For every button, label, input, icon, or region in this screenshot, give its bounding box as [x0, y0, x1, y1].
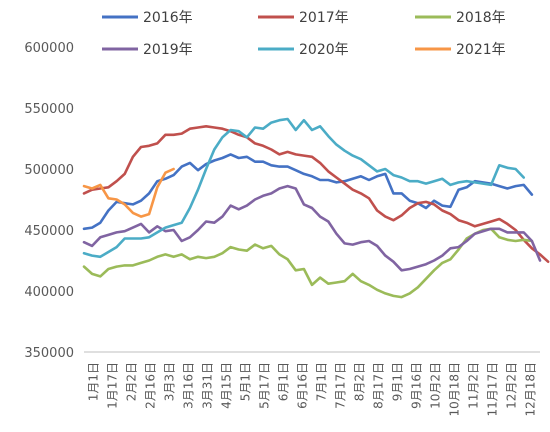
x-tick-label: 8月17日 [372, 362, 386, 409]
x-tick-label: 3月3日 [163, 362, 177, 401]
x-tick-label: 6月1日 [277, 362, 291, 401]
x-tick-label: 7月1日 [315, 362, 329, 401]
x-tick-label: 3月16日 [182, 362, 196, 409]
x-tick-label: 5月1日 [239, 362, 253, 401]
y-tick-label: 600000 [24, 41, 74, 56]
legend: 2016年 2017年 2018年 2019年 2020年 2021年 [102, 10, 506, 58]
x-tick-label: 8月2日 [353, 362, 367, 401]
series-line-2020年 [82, 117, 526, 259]
x-tick-label: 2月2日 [125, 362, 139, 401]
legend-label: 2019年 [143, 42, 193, 58]
y-tick-label: 350000 [24, 346, 74, 361]
y-tick-label: 400000 [24, 285, 74, 300]
legend-item: 2016年 [102, 10, 193, 26]
series-line-2018年 [82, 227, 534, 299]
x-tick-label: 11月2日 [467, 362, 481, 409]
x-tick-label: 7月17日 [334, 362, 348, 409]
legend-label: 2017年 [299, 10, 349, 26]
y-tick-label: 550000 [24, 102, 74, 117]
series-line-2019年 [82, 184, 542, 272]
x-tick-label: 1月17日 [106, 362, 120, 409]
y-tick-label: 450000 [24, 224, 74, 239]
legend-item: 2017年 [258, 10, 349, 26]
legend-item: 2018年 [415, 10, 506, 26]
series-line-2017年 [82, 125, 550, 264]
x-tick-label: 12月18日 [524, 362, 538, 417]
series-line-2016年 [82, 153, 534, 231]
x-tick-label: 6月16日 [296, 362, 310, 409]
x-tick-label: 11月17日 [486, 362, 500, 417]
legend-item: 2020年 [258, 42, 349, 58]
x-tick-label: 12月2日 [505, 362, 519, 409]
x-tick-label: 5月17日 [258, 362, 272, 409]
legend-label: 2020年 [299, 42, 349, 58]
x-tick-label: 3月31日 [201, 362, 215, 409]
x-tick-label: 9月16日 [410, 362, 424, 409]
x-tick-label: 10月18日 [448, 362, 462, 417]
legend-label: 2018年 [456, 10, 506, 26]
series-lines [82, 117, 550, 299]
x-tick-label: 4月15日 [220, 362, 234, 409]
x-tick-label: 1月1日 [87, 362, 101, 401]
y-tick-label: 500000 [24, 163, 74, 178]
series-line-2021年 [82, 167, 175, 218]
legend-label: 2016年 [143, 10, 193, 26]
axes: 350000 400000 450000 500000 550000 600000 1月1日… [24, 41, 540, 417]
x-tick-label: 2月16日 [144, 362, 158, 409]
legend-item: 2019年 [102, 42, 193, 58]
legend-label: 2021年 [456, 42, 506, 58]
x-tick-label: 9月1日 [391, 362, 405, 401]
x-tick-label: 10月2日 [429, 362, 443, 409]
legend-item: 2021年 [415, 42, 506, 58]
